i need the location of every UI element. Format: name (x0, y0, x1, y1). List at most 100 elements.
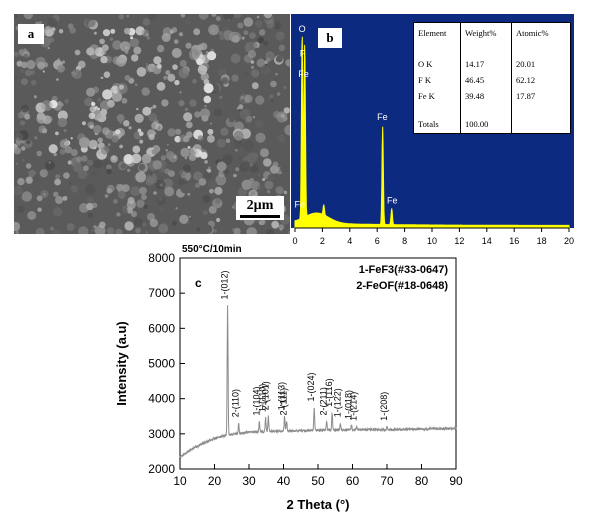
xrd-peak-label: 1-(208) (379, 392, 389, 421)
sem-particle (244, 94, 253, 104)
xrd-peak-label: 1-(113) (277, 382, 287, 410)
row-atomic: 17.87 (516, 91, 536, 101)
sem-particle (269, 135, 277, 144)
sem-particle (211, 14, 217, 17)
eds-spectrum-trace (294, 36, 570, 229)
sem-particle (208, 24, 220, 36)
sem-particle (69, 27, 76, 34)
sem-particle (92, 86, 100, 94)
sem-particle (127, 196, 135, 205)
sem-particle (57, 117, 68, 128)
sem-particle (115, 228, 123, 234)
sem-particle (231, 35, 240, 43)
sem-particle (183, 135, 190, 143)
xrd-y-tick-label: 2000 (148, 462, 175, 476)
sem-particle (93, 159, 103, 169)
sem-particle (250, 65, 255, 69)
sem-particle (283, 86, 287, 90)
sem-particle (99, 221, 106, 229)
sem-particle (58, 29, 64, 34)
scale-bar (240, 215, 280, 218)
sem-particle (241, 97, 246, 102)
sem-particle (173, 39, 179, 44)
sem-particle (104, 194, 109, 198)
sem-particle (126, 14, 130, 18)
sem-particle (89, 124, 94, 129)
sem-particle (142, 106, 152, 116)
sem-particle (100, 108, 108, 116)
sem-particle (110, 155, 118, 163)
sem-particle (88, 44, 100, 55)
sem-particle (254, 119, 265, 129)
sem-particle (14, 14, 18, 19)
sem-particle (276, 92, 281, 96)
sem-particle (237, 22, 244, 29)
sem-particle (27, 211, 37, 220)
panel-a-label: a (18, 24, 44, 44)
sem-particle (259, 148, 270, 158)
sem-particle (86, 159, 93, 166)
xrd-peak-label: 1-(012) (220, 270, 230, 299)
xrd-condition: 550°C/10min (182, 244, 242, 255)
sem-particle (263, 40, 269, 46)
sem-particle (41, 100, 53, 112)
sem-particle (100, 55, 108, 64)
sem-particle (135, 171, 147, 183)
eds-peak-label: O (299, 24, 306, 34)
sem-particle (192, 78, 197, 84)
sem-particle (184, 157, 187, 160)
sem-particle (70, 149, 78, 157)
sem-particle (236, 107, 240, 110)
scale-bar-label: 2µm (246, 198, 274, 213)
sem-particle (115, 129, 121, 135)
sem-particle (32, 174, 40, 182)
sem-particle (142, 18, 150, 26)
sem-particle (55, 174, 60, 180)
sem-particle (121, 208, 128, 215)
sem-particle (213, 229, 217, 233)
sem-particle (106, 164, 112, 171)
totals-weight: 100.00 (465, 119, 489, 129)
sem-particle (156, 82, 166, 91)
sem-particle (143, 204, 148, 209)
sem-particle (218, 24, 221, 27)
sem-particle (200, 72, 209, 81)
xrd-y-tick-label: 3000 (148, 427, 175, 441)
eds-x-tick-label: 4 (347, 236, 352, 246)
sem-particle (198, 178, 207, 186)
sem-particle (102, 89, 113, 100)
sem-particle (132, 145, 141, 154)
sem-particle (162, 178, 174, 189)
sem-particle (42, 70, 45, 73)
sem-particle (263, 14, 273, 19)
sem-particle (166, 143, 169, 146)
sem-particle (152, 160, 162, 170)
sem-particle (133, 217, 143, 227)
sem-particle (240, 91, 244, 94)
sem-particle (113, 199, 118, 204)
sem-particle (243, 71, 249, 77)
sem-particle (110, 28, 116, 34)
sem-particle (280, 32, 283, 35)
atomic-column: Atomic% 20.01 62.12 17.87 (512, 23, 568, 133)
sem-particle (88, 112, 96, 120)
xrd-y-tick-label: 4000 (148, 392, 175, 406)
sem-particle (233, 227, 241, 234)
sem-particle (241, 160, 250, 169)
sem-particle (139, 186, 147, 195)
sem-particle (123, 154, 134, 165)
sem-particle (23, 53, 29, 59)
sem-particle (54, 178, 61, 186)
sem-particle (243, 17, 254, 27)
sem-particle (260, 219, 266, 226)
sem-particle (150, 107, 153, 110)
sem-particle (283, 107, 290, 114)
sem-particle (275, 55, 283, 63)
sem-particle (21, 105, 29, 113)
sem-particle (179, 169, 187, 177)
sem-particle (106, 188, 112, 194)
sem-particle (37, 207, 42, 212)
sem-particle (255, 132, 266, 143)
sem-particle (102, 29, 111, 37)
sem-particle (87, 212, 94, 219)
